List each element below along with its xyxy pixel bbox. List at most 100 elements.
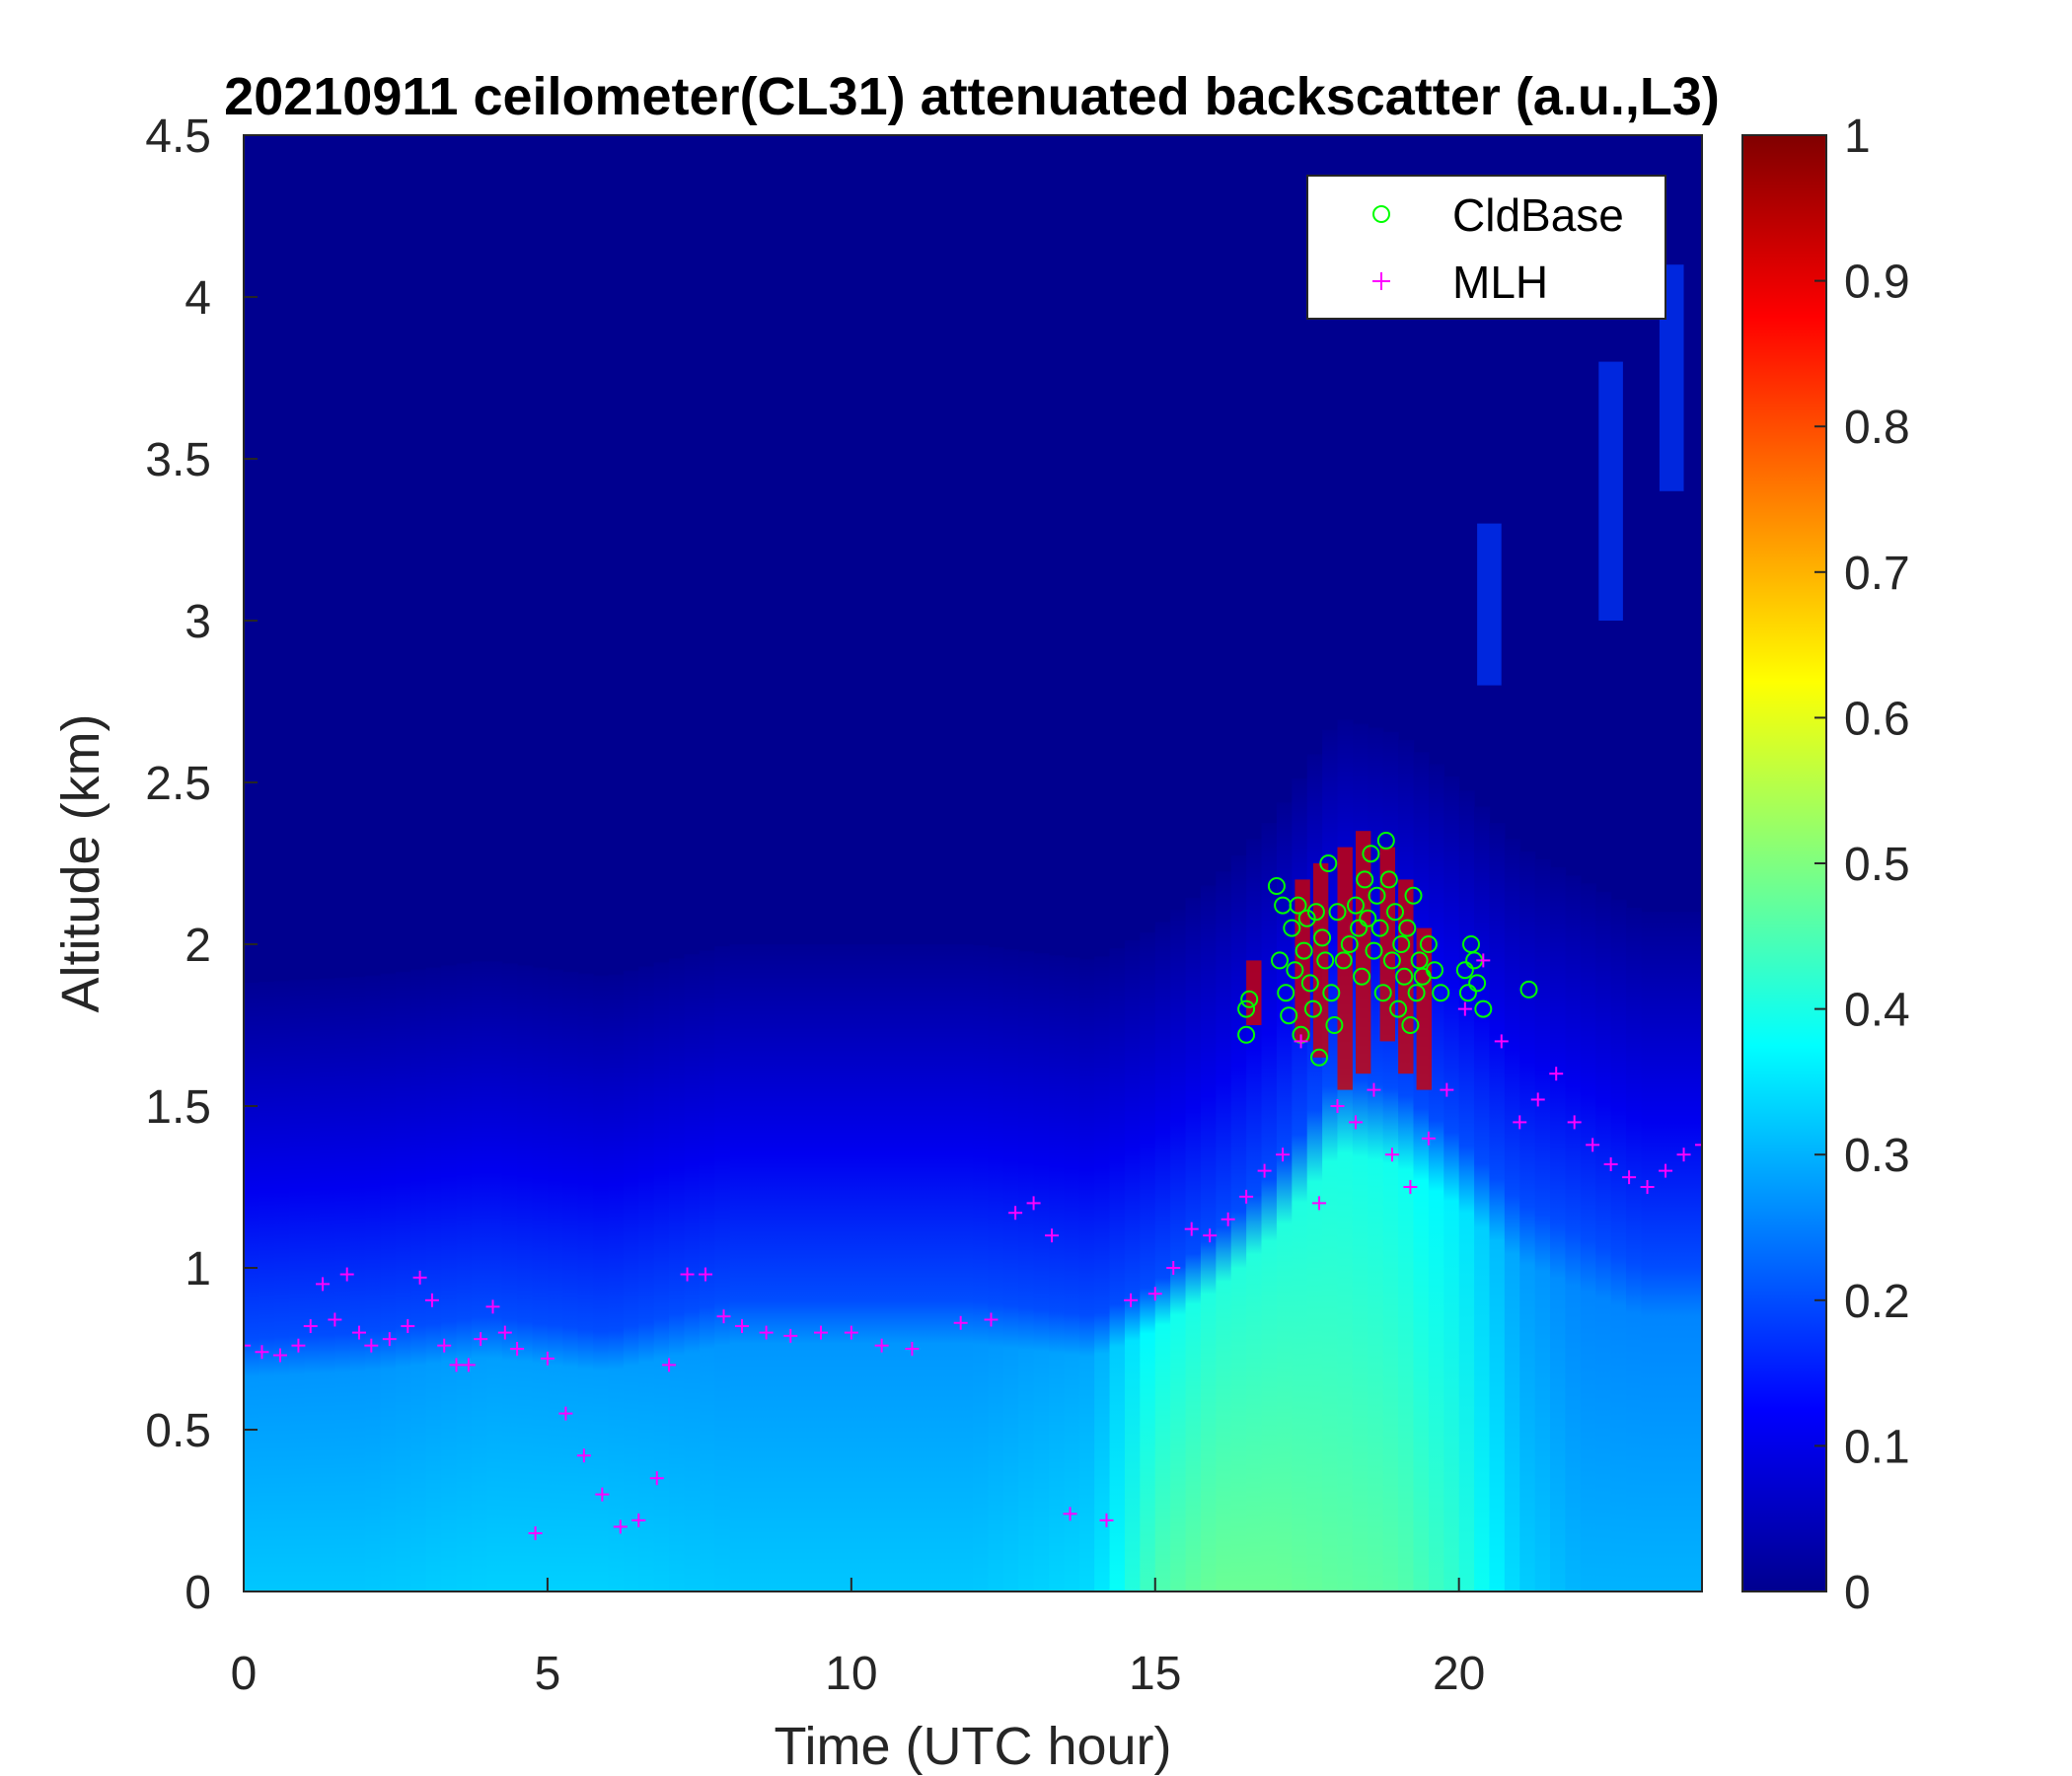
mlh-point: [528, 1525, 543, 1540]
mlh-point: [613, 1519, 628, 1534]
colorbar: 0 0.1 0.2 0.3 0.4 0.5 0.6 0.7 0.8 0.9 1: [1741, 111, 1910, 1619]
heatmap-column: [1443, 776, 1460, 1591]
y-tick-label: 4: [185, 272, 211, 325]
mlh-point: [680, 1267, 695, 1282]
aerosol-plume: [1477, 523, 1502, 686]
heatmap-column: [365, 975, 382, 1591]
heatmap-column: [790, 944, 807, 1591]
mlh-point: [339, 1267, 354, 1282]
mlh-point: [1586, 1138, 1600, 1152]
heatmap-column: [1154, 922, 1171, 1591]
heatmap-column: [1413, 752, 1430, 1591]
heatmap-column: [517, 965, 534, 1591]
mlh-point: [1440, 1082, 1454, 1097]
mlh-point: [1045, 1228, 1060, 1243]
mlh-point: [255, 1345, 269, 1360]
mlh-point: [1640, 1180, 1655, 1194]
mlh-point: [1221, 1212, 1235, 1226]
heatmap-column: [304, 979, 321, 1591]
cldbase-point: [1286, 961, 1304, 980]
mlh-point: [1294, 1034, 1308, 1049]
cldbase-point: [1455, 961, 1474, 980]
heatmap-column: [425, 967, 442, 1591]
heatmap-column: [1048, 955, 1065, 1591]
y-tick-label: 1.5: [145, 1081, 211, 1134]
heatmap-column: [942, 944, 959, 1591]
cldbase-point: [1306, 903, 1325, 922]
mlh-point: [1026, 1196, 1041, 1211]
y-tick-label: 0.5: [145, 1405, 211, 1457]
heatmap-column: [988, 947, 1004, 1591]
heatmap-column: [851, 944, 867, 1591]
mlh-point: [1622, 1170, 1637, 1185]
cldbase-point: [1300, 974, 1319, 993]
cldbase-point: [1350, 919, 1369, 937]
heatmap-column: [1686, 912, 1702, 1591]
mlh-point: [1603, 1157, 1618, 1172]
cldbase-point: [1334, 951, 1353, 970]
cldbase-point: [1365, 941, 1383, 960]
mlh-point: [1421, 1131, 1436, 1146]
mlh-point: [1330, 1099, 1345, 1113]
colorbar-tick-label: 0.1: [1844, 1421, 1910, 1473]
heatmap-column: [1504, 839, 1520, 1591]
heatmap-column: [1580, 883, 1596, 1591]
mlh-point: [1348, 1115, 1363, 1130]
mlh-point: [412, 1270, 427, 1285]
heatmap-column: [881, 944, 898, 1591]
cloud-core: [1312, 863, 1329, 1058]
heatmap-column: [1185, 897, 1202, 1591]
cldbase-point: [1370, 919, 1389, 937]
heatmap-column: [1200, 885, 1217, 1591]
heatmap-column: [1109, 948, 1126, 1591]
colorbar-gradient: [1741, 134, 1827, 1592]
heatmap-column: [957, 944, 974, 1591]
heatmap-column: [593, 975, 610, 1591]
heatmap-column: [456, 963, 473, 1591]
heatmap-column: [1550, 867, 1567, 1591]
mlh-point: [1494, 1034, 1509, 1049]
mlh-point: [1063, 1507, 1077, 1521]
mlh-point: [382, 1332, 397, 1347]
cldbase-point: [1468, 974, 1487, 993]
heatmap-column: [1489, 823, 1506, 1591]
mlh-point: [1312, 1196, 1327, 1211]
colorbar-tick-label: 0.7: [1844, 548, 1910, 600]
x-tick-label: 0: [231, 1648, 258, 1700]
legend: CldBase MLH: [1306, 175, 1666, 320]
cldbase-point: [1458, 984, 1477, 1002]
cloud-core: [1356, 831, 1371, 1074]
heatmap-column: [866, 944, 883, 1591]
mlh-point: [303, 1319, 318, 1334]
mlh-point: [905, 1342, 920, 1356]
y-axis: 0 0.5 1 1.5 2 2.5 3 3.5 4 4.5: [145, 111, 258, 1619]
heatmap-column: [1246, 839, 1263, 1591]
mlh-point: [1124, 1293, 1139, 1307]
heatmap-column: [259, 982, 275, 1591]
cldbase-point: [1362, 845, 1380, 863]
mlh-point: [1203, 1228, 1218, 1243]
mlh-point: [1099, 1513, 1114, 1527]
mlh-point: [1457, 1001, 1472, 1016]
mlh-point: [449, 1358, 464, 1372]
mlh-point: [328, 1312, 342, 1327]
mlh-point: [1384, 1147, 1399, 1162]
mlh-legend-label: MLH: [1452, 257, 1548, 308]
cldbase-point: [1359, 909, 1377, 927]
heatmap-column: [441, 965, 458, 1591]
mlh-point: [1530, 1092, 1545, 1107]
cldbase-point: [1386, 903, 1404, 922]
cldbase-point: [1277, 984, 1295, 1002]
mlh-point: [1367, 1082, 1381, 1097]
cldbase-point: [1313, 928, 1332, 947]
heatmap-column: [1078, 959, 1095, 1591]
cldbase-point: [1401, 1016, 1420, 1034]
heatmap-column: [638, 966, 655, 1591]
heatmap-column: [1033, 953, 1050, 1591]
heatmap-column: [608, 974, 625, 1591]
heatmap-column: [1018, 951, 1035, 1591]
aerosol-plume: [1598, 361, 1623, 621]
mlh-point: [1403, 1180, 1418, 1194]
colorbar-tick-label: 1: [1844, 111, 1871, 163]
heatmap-column: [1595, 891, 1612, 1591]
